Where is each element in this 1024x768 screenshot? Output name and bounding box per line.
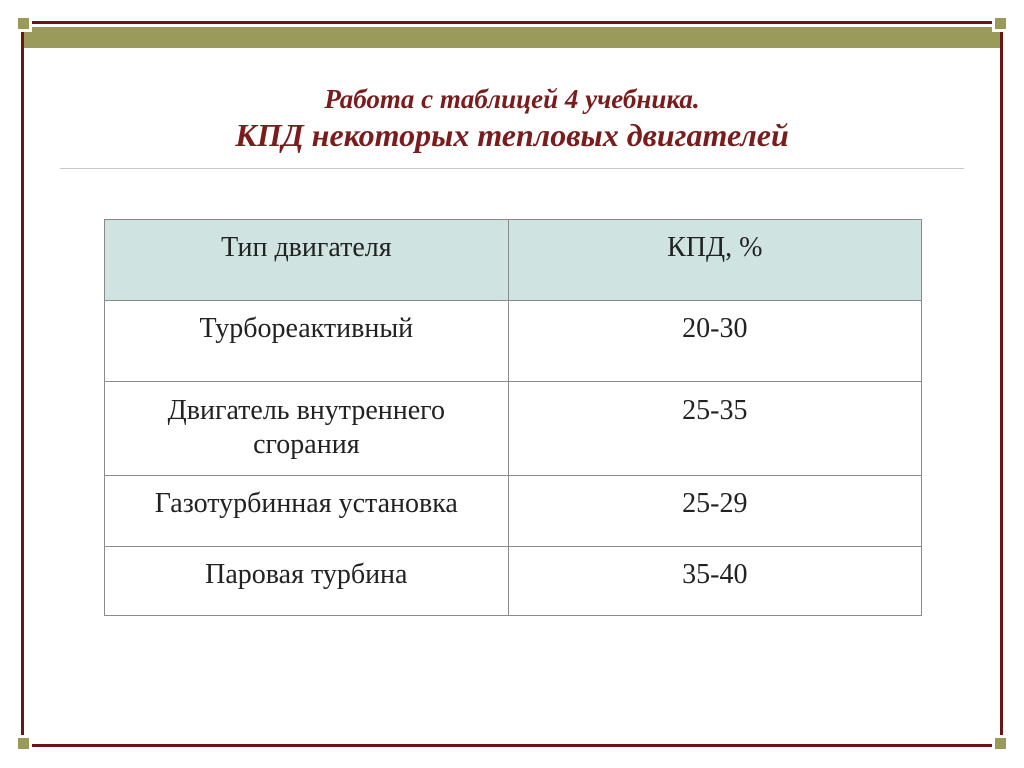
slide: Работа с таблицей 4 учебника. КПД некото… [0, 0, 1024, 768]
table-row: Паровая турбина 35-40 [105, 547, 922, 616]
cell-engine: Газотурбинная установка [105, 476, 509, 547]
corner-square-tr [995, 18, 1006, 29]
slide-subtitle: Работа с таблицей 4 учебника. [60, 84, 964, 115]
table-row: Двигатель внутреннего сгорания 25-35 [105, 382, 922, 476]
cell-engine: Двигатель внутреннего сгорания [105, 382, 509, 476]
table-wrap: Тип двигателя КПД, % Турбореактивный 20-… [104, 219, 964, 616]
cell-kpd: 35-40 [508, 547, 921, 616]
table-header-row: Тип двигателя КПД, % [105, 220, 922, 301]
cell-kpd: 20-30 [508, 301, 921, 382]
corner-square-bl [18, 738, 29, 749]
engines-table: Тип двигателя КПД, % Турбореактивный 20-… [104, 219, 922, 616]
cell-engine: Турбореактивный [105, 301, 509, 382]
corner-square-br [995, 738, 1006, 749]
slide-title: КПД некоторых тепловых двигателей [60, 117, 964, 154]
table-row: Газотурбинная установка 25-29 [105, 476, 922, 547]
cell-kpd: 25-29 [508, 476, 921, 547]
col-header-engine: Тип двигателя [105, 220, 509, 301]
title-block: Работа с таблицей 4 учебника. КПД некото… [60, 84, 964, 154]
cell-kpd: 25-35 [508, 382, 921, 476]
slide-top-bar [24, 27, 1000, 48]
cell-engine: Паровая турбина [105, 547, 509, 616]
col-header-kpd: КПД, % [508, 220, 921, 301]
corner-square-tl [18, 18, 29, 29]
content-area: Работа с таблицей 4 учебника. КПД некото… [60, 84, 964, 616]
table-body: Турбореактивный 20-30 Двигатель внутренн… [105, 301, 922, 616]
title-rule [60, 168, 964, 169]
table-row: Турбореактивный 20-30 [105, 301, 922, 382]
